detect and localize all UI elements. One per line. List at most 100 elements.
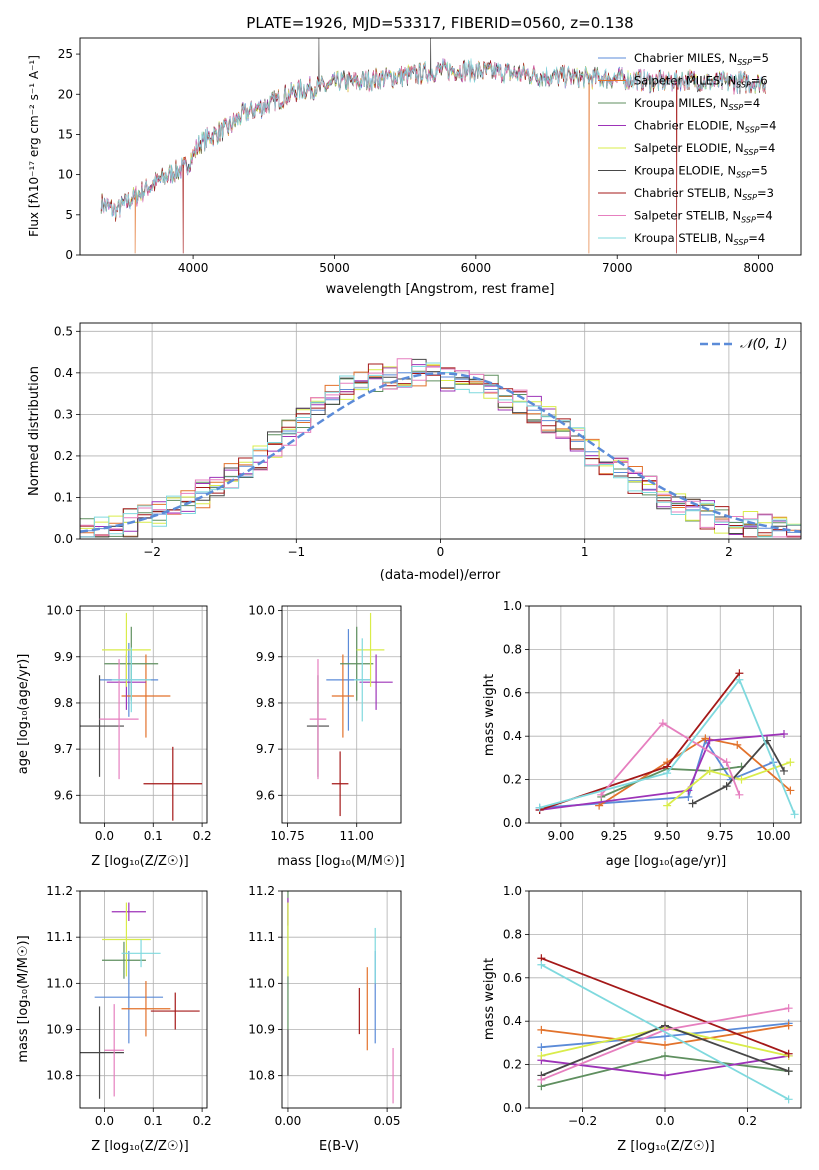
mwage-marker-4-3 bbox=[786, 758, 795, 767]
mwage-marker-8-1 bbox=[663, 769, 672, 778]
res-xtick-label-2: 0 bbox=[437, 545, 445, 559]
agez-frame bbox=[79, 605, 208, 824]
mwage-line-3 bbox=[539, 733, 785, 811]
res-xtick-label-1: −1 bbox=[287, 545, 305, 559]
res-xtick-label-0: −2 bbox=[143, 545, 161, 559]
massz-xtick-label-2: 0.2 bbox=[193, 1114, 212, 1128]
mwz-xtick-label-2: 0.2 bbox=[738, 1114, 757, 1128]
spec-legend-label-0: Chabrier MILES, NSSP=5 bbox=[634, 51, 769, 67]
mwage-ytick-label-1: 0.2 bbox=[503, 773, 522, 787]
spec-legend-label-5: Kroupa ELODIE, NSSP=5 bbox=[634, 164, 768, 180]
spectrum-line-8 bbox=[100, 58, 766, 218]
spec-xtick-label-0: 4000 bbox=[178, 261, 209, 275]
mwage-marker-7-0 bbox=[597, 790, 606, 799]
mwz-line-8 bbox=[540, 964, 790, 1101]
massweight-vs-z-panel: −0.2 0.0 0.2 0.0 0.2 0.4 0.6 0.8 1.0 bbox=[503, 884, 802, 1128]
spec-ytick-label-2: 10 bbox=[58, 168, 73, 182]
spectrum-line-6 bbox=[100, 60, 766, 254]
age-vs-mass-panel: 10.75 11.00 9.6 9.7 9.8 9.9 10.0 bbox=[248, 604, 402, 843]
spec-legend-label-6: Chabrier STELIB, NSSP=3 bbox=[634, 186, 774, 202]
residual-hist-8 bbox=[80, 362, 801, 539]
mwz-ytick-label-4: 0.8 bbox=[503, 927, 522, 941]
age-mass-xlabel: mass [log₁₀(M/M☉)] bbox=[277, 854, 404, 869]
mw-z-xlabel: Z [log₁₀(Z/Z☉)] bbox=[617, 1139, 714, 1154]
mwage-frame bbox=[528, 605, 802, 824]
massebv-xtick-label-0: 0.00 bbox=[275, 1114, 302, 1128]
spectrum-ylabel: Flux [fλ10⁻¹⁷ erg cm⁻² s⁻¹ A⁻¹] bbox=[27, 55, 41, 237]
agez-ytick-label-3: 9.9 bbox=[54, 650, 73, 664]
mass-ebv-xlabel: E(B-V) bbox=[319, 1139, 359, 1154]
mwage-marker-8-3 bbox=[790, 810, 799, 819]
mwz-marker-4-0 bbox=[537, 1051, 546, 1060]
mwz-ytick-label-5: 1.0 bbox=[503, 884, 522, 898]
mwage-ytick-label-3: 0.6 bbox=[503, 686, 522, 700]
mwz-marker-8-1 bbox=[784, 1095, 793, 1104]
mwz-marker-7-2 bbox=[784, 1004, 793, 1013]
massz-ytick-label-3: 11.1 bbox=[46, 930, 73, 944]
mwz-marker-1-0 bbox=[537, 1025, 546, 1034]
res-ytick-label-2: 0.2 bbox=[54, 449, 73, 463]
res-ytick-label-3: 0.3 bbox=[54, 407, 73, 421]
agemass-frame bbox=[281, 605, 402, 824]
mwz-ytick-label-1: 0.2 bbox=[503, 1058, 522, 1072]
spectrum-xlabel: wavelength [Angstrom, rest frame] bbox=[326, 282, 555, 297]
clip-mwage-area bbox=[535, 669, 799, 819]
residual-legend: 𝒩(0, 1) bbox=[700, 337, 787, 352]
mwz-marker-2-1 bbox=[661, 1051, 669, 1060]
mwage-marker-8-2 bbox=[735, 675, 744, 684]
mwz-ytick-label-2: 0.4 bbox=[503, 1014, 522, 1028]
massz-frame bbox=[79, 890, 208, 1109]
mw-age-ylabel: mass weight bbox=[482, 674, 497, 756]
mass-z-xlabel: Z [log₁₀(Z/Z☉)] bbox=[91, 1139, 188, 1154]
massz-ytick-label-1: 10.9 bbox=[46, 1023, 73, 1037]
massebv-frame bbox=[281, 890, 402, 1109]
res-xtick-label-4: 2 bbox=[725, 545, 733, 559]
res-ytick-label-4: 0.4 bbox=[54, 366, 73, 380]
mwage-line-8 bbox=[539, 678, 796, 815]
agemass-ytick-label-2: 9.8 bbox=[256, 696, 275, 710]
mwage-line-7 bbox=[600, 722, 741, 796]
res-xtick-label-3: 1 bbox=[581, 545, 589, 559]
mw-age-xlabel: age [log₁₀(age/yr)] bbox=[606, 854, 727, 869]
mwz-marker-1-1 bbox=[661, 1041, 669, 1050]
res-ytick-label-0: 0.0 bbox=[54, 532, 73, 546]
massz-xtick-label-0: 0.0 bbox=[95, 1114, 114, 1128]
mwage-marker-8-0 bbox=[535, 803, 544, 812]
res-frame bbox=[79, 322, 802, 540]
spectrum-legend: Chabrier MILES, NSSP=5 Salpeter MILES, NS… bbox=[598, 51, 776, 247]
spec-xtick-label-4: 8000 bbox=[743, 261, 774, 275]
spec-legend-label-1: Salpeter MILES, NSSP=6 bbox=[634, 74, 768, 90]
mwz-ytick-label-3: 0.6 bbox=[503, 971, 522, 985]
spec-frame bbox=[79, 37, 802, 256]
clip-agemass-area bbox=[306, 612, 393, 817]
massz-xtick-label-1: 0.1 bbox=[144, 1114, 163, 1128]
spec-legend-label-8: Kroupa STELIB, NSSP=4 bbox=[634, 231, 765, 247]
spectrum-line-1 bbox=[100, 60, 766, 254]
spec-xtick-label-1: 5000 bbox=[319, 261, 350, 275]
mwage-xtick-label-0: 9.00 bbox=[548, 829, 575, 843]
agez-xtick-label-1: 0.1 bbox=[144, 829, 163, 843]
massz-ytick-label-0: 10.8 bbox=[46, 1069, 73, 1083]
agemass-ytick-label-1: 9.7 bbox=[256, 742, 275, 756]
mwage-xtick-label-4: 10.00 bbox=[756, 829, 790, 843]
figure-title: PLATE=1926, MJD=53317, FIBERID=0560, z=0… bbox=[246, 14, 633, 32]
massz-ytick-label-2: 11.0 bbox=[46, 976, 73, 990]
agemass-xtick-label-0: 10.75 bbox=[270, 829, 304, 843]
mwage-marker-4-2 bbox=[737, 775, 746, 784]
clip-res-area bbox=[80, 358, 801, 539]
mwage-marker-7-2 bbox=[722, 758, 731, 767]
spec-legend-label-7: Salpeter STELIB, NSSP=4 bbox=[634, 209, 773, 225]
mwage-marker-3-3 bbox=[780, 730, 788, 739]
mwage-marker-5-1 bbox=[722, 782, 731, 791]
massebv-ytick-label-1: 10.9 bbox=[248, 1023, 275, 1037]
agemass-ytick-label-4: 10.0 bbox=[248, 604, 275, 618]
mwage-marker-5-0 bbox=[688, 799, 697, 808]
clip-massz-area bbox=[80, 902, 200, 1099]
agez-ytick-label-2: 9.8 bbox=[54, 696, 73, 710]
spec-ytick-label-3: 15 bbox=[58, 127, 73, 141]
mwage-marker-7-3 bbox=[735, 790, 744, 799]
agez-xtick-label-2: 0.2 bbox=[193, 829, 212, 843]
mwage-marker-7-1 bbox=[658, 719, 667, 728]
age-z-xlabel: Z [log₁₀(Z/Z☉)] bbox=[91, 854, 188, 869]
mwz-line-6 bbox=[541, 957, 789, 1055]
